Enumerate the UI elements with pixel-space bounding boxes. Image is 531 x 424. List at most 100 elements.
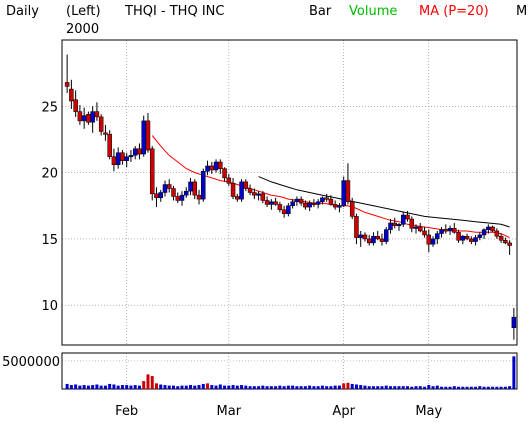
volume-bar [137, 385, 141, 389]
candle-up [341, 180, 346, 207]
volume-bar [312, 386, 316, 389]
candle-down [64, 82, 70, 87]
candle-down [273, 201, 278, 205]
chart-title: THQI - THQ INC [124, 4, 224, 19]
candle-down [405, 214, 410, 220]
candle-up [141, 120, 146, 155]
candle-up [383, 229, 389, 242]
volume-bar [397, 386, 401, 389]
volume-bar [325, 386, 329, 389]
volume-bar [91, 385, 95, 389]
price-tick-label: 25 [41, 100, 58, 115]
volume-bar [201, 383, 205, 389]
volume-bar [146, 374, 150, 389]
volume-bar [431, 386, 435, 389]
volume-bar [86, 385, 90, 389]
candle-up [213, 161, 219, 171]
candle-down [252, 192, 257, 196]
volume-bar [435, 385, 439, 389]
volume-bar [244, 385, 248, 389]
volume-bar [112, 384, 116, 389]
candle-down [120, 152, 125, 161]
volume-bar [171, 385, 175, 389]
volume-bar [350, 383, 354, 389]
volume-bar [512, 356, 516, 389]
candle-down [166, 184, 172, 189]
candle-up [188, 181, 193, 192]
candle-up [286, 205, 291, 214]
volume-bar [184, 385, 188, 389]
x-axis: Feb Mar Apr May [115, 404, 442, 419]
volume-bar [286, 385, 290, 389]
candle-up [396, 224, 402, 227]
candle-down [222, 168, 227, 179]
price-tick-label: 15 [41, 233, 58, 248]
volume-bar [69, 385, 73, 389]
volume-bar [120, 385, 124, 389]
ma-legend: MA (P=20) [419, 4, 489, 19]
volume-bar [248, 386, 252, 389]
candle-down [192, 181, 198, 196]
candle-down [332, 204, 338, 208]
volume-bar [508, 386, 512, 389]
price-panel-frame [61, 39, 518, 346]
volume-bar [491, 386, 495, 389]
candle-up [179, 194, 185, 201]
volume-bar [180, 385, 184, 389]
month-label: Feb [115, 404, 138, 419]
candle-up [81, 115, 87, 122]
candle-up [132, 148, 138, 156]
volume-bar [240, 385, 244, 389]
volume-bar [423, 386, 427, 389]
volume-bar [163, 385, 167, 389]
candle-up [128, 155, 134, 158]
volume-bar [252, 386, 256, 389]
candle-down [303, 202, 308, 208]
month-label: May [415, 404, 442, 419]
candle-down [226, 177, 232, 184]
candle-down [218, 161, 223, 169]
volume-bar [329, 386, 333, 389]
volume-bar [129, 385, 133, 389]
candle-up [294, 198, 300, 203]
volume-bar [482, 386, 486, 389]
candle-down [452, 228, 457, 233]
right-edge-label: M [516, 4, 527, 19]
candle-down [311, 202, 317, 205]
candle-down [443, 229, 449, 232]
candle-up [239, 181, 244, 200]
volume-bar [469, 386, 473, 389]
candle-down [494, 230, 500, 237]
volume-bar [159, 384, 163, 389]
volume-panel-frame [61, 352, 518, 390]
volume-bar [78, 385, 82, 389]
volume-bar [418, 386, 422, 389]
volume-bar [278, 385, 282, 389]
volume-bar [474, 386, 478, 389]
candle-up [401, 214, 406, 225]
candle-down [277, 204, 283, 210]
candle-down [469, 238, 474, 242]
candle-up [269, 201, 274, 205]
volume-bar [359, 385, 363, 389]
volume-y-axis: 5000000 [2, 355, 60, 370]
price-y-axis: 10 15 20 25 [41, 100, 58, 314]
volume-grid [62, 353, 517, 389]
candle-down [171, 188, 176, 197]
candle-down [196, 194, 202, 200]
candle-up [481, 229, 487, 236]
volume-bar [461, 386, 465, 389]
candle-down [464, 236, 470, 240]
volume-bar [150, 376, 154, 389]
candle-down [86, 114, 91, 123]
volume-bar [282, 386, 286, 389]
volume-bar [197, 385, 201, 389]
volume-bar [363, 385, 367, 389]
volume-bar [257, 386, 261, 389]
candle-down [230, 182, 236, 197]
candle-up [430, 238, 436, 245]
candle-down [507, 242, 512, 246]
candle-down [298, 198, 304, 204]
month-label: Apr [332, 404, 355, 419]
